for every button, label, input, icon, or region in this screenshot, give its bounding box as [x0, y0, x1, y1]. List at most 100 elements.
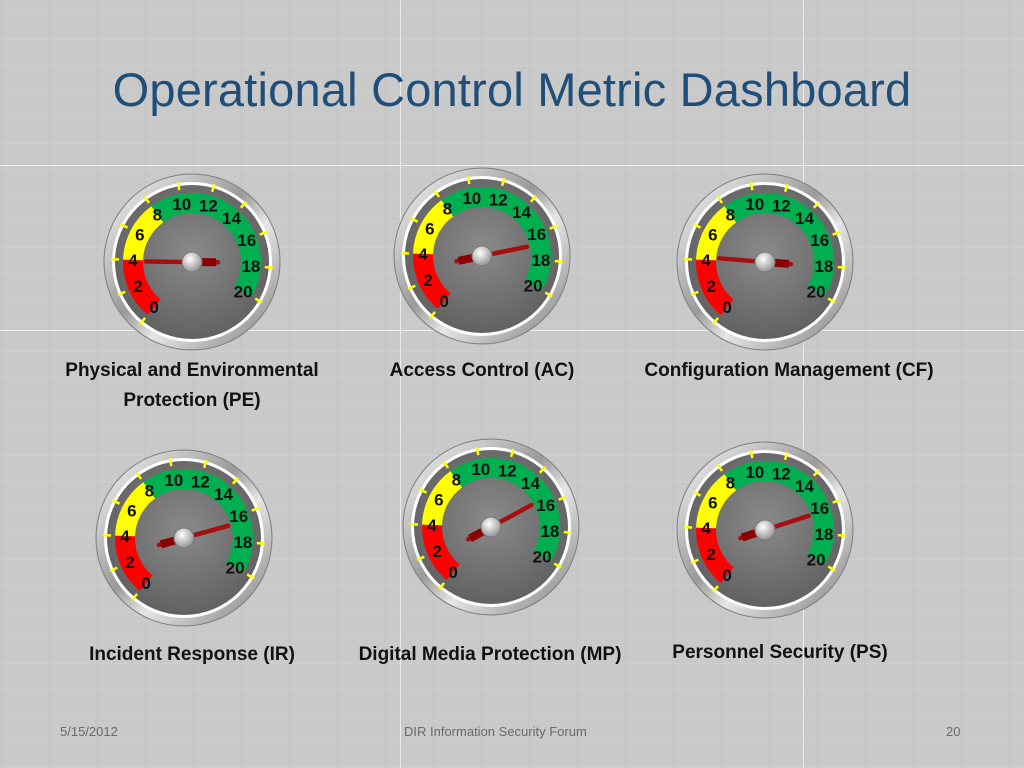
gauge-zone-1	[115, 482, 156, 537]
gauge-zone-1	[123, 206, 164, 261]
gauge-tick	[437, 582, 446, 590]
gauge-tick	[428, 311, 437, 319]
gauge-pe: 0 2 4 6 8 10 12 14 16 18 20	[102, 172, 282, 352]
gauge-tick-label: 12	[489, 190, 508, 209]
gauge-tick-label: 0	[141, 574, 150, 593]
gauge-tick	[466, 176, 471, 185]
gauge-ir: 0 2 4 6 8 10 12 14 16 18 20	[94, 448, 274, 628]
gauge-label-ir: Incident Response (IR)	[89, 644, 295, 665]
gauge-zone-2	[151, 193, 261, 297]
gauge-tick	[119, 222, 129, 229]
gauge-tick	[711, 317, 720, 325]
gauge-tick	[783, 183, 789, 193]
gauge-tick-label: 2	[125, 553, 134, 572]
gauge-tick-label: 16	[810, 231, 829, 250]
footer-page-number: 20	[946, 724, 961, 739]
gauge-zone-0	[422, 524, 460, 580]
gauge-tick	[563, 530, 572, 534]
gauge-tick-label: 10	[172, 195, 191, 214]
gauge-tick	[231, 476, 240, 485]
gauge-tick	[130, 593, 139, 601]
gauge-tick	[692, 490, 702, 497]
gauge-tick	[711, 585, 720, 593]
gauge-zone-1	[696, 206, 737, 261]
gauge-tick-label: 20	[807, 551, 826, 570]
gauge-tick-label: 0	[439, 292, 448, 311]
gauge-label-pe: Physical and Environmental Protection (P…	[65, 360, 319, 411]
gauge-label-mp: Digital Media Protection (MP)	[358, 644, 622, 665]
gauge-tick-label: 16	[536, 496, 555, 515]
gauge-tick	[529, 194, 538, 203]
gauge-tick	[812, 468, 821, 477]
gauge-tick-label: 16	[229, 507, 248, 526]
gauge-tick	[407, 284, 416, 291]
gauge-tick	[837, 533, 846, 537]
gauge-tick	[509, 448, 515, 458]
gauge-tick-label: 14	[214, 485, 233, 504]
gauge-tick	[251, 506, 260, 512]
gauge-tick	[544, 291, 553, 298]
gauge-tick-label: 0	[722, 566, 731, 585]
gauge-tick-label: 6	[708, 493, 717, 512]
gauge-hub	[173, 527, 195, 549]
gauge-label-ps: Personnel Security (PS)	[672, 642, 888, 663]
gauge-tick-label: 0	[448, 563, 457, 582]
gauge-label-ac: Access Control (AC)	[389, 360, 575, 381]
gauge-tick-label: 18	[531, 251, 550, 270]
gauge-tick	[827, 297, 836, 304]
grid-line	[803, 0, 804, 768]
gauge-hub	[181, 251, 203, 273]
gauge-tick	[254, 297, 263, 304]
slide-title: Operational Control Metric Dashboard	[112, 63, 912, 116]
gauge-tick-label: 12	[498, 461, 517, 480]
gauge-tick-label: 10	[164, 471, 183, 490]
gauge-tick	[409, 216, 419, 223]
gauge-ps: 0 2 4 6 8 10 12 14 16 18 20	[675, 440, 855, 620]
gauge-tick	[500, 177, 506, 187]
gauge-tick	[690, 558, 699, 565]
gauge-zone-2	[724, 461, 834, 565]
gauge-tick	[827, 565, 836, 572]
gauge-tick-label: 14	[512, 203, 531, 222]
gauge-tick-label: 8	[153, 205, 162, 224]
gauge-tick	[135, 471, 143, 480]
gauge-tick	[716, 195, 724, 204]
gauge-ac: 0 2 4 6 8 10 12 14 16 18 20	[392, 166, 572, 346]
gauge-tick-label: 18	[540, 522, 559, 541]
gauge-tick-label: 6	[127, 501, 136, 520]
gauge-tick-label: 2	[133, 277, 142, 296]
gauge-tick	[538, 465, 547, 474]
gauge-tick	[837, 265, 846, 269]
gauge-tick-label: 8	[145, 481, 154, 500]
gauge-hub	[754, 519, 776, 541]
gauge-tick-label: 14	[521, 474, 540, 493]
gauge-tick	[716, 463, 724, 472]
gauge-zone-0	[115, 535, 153, 591]
gauge-zone-0	[123, 259, 161, 315]
gauge-tick	[256, 541, 265, 545]
gauge-tick-label: 10	[745, 463, 764, 482]
gauge-tick-label: 6	[708, 225, 717, 244]
gauge-tick	[259, 230, 268, 236]
gauge-zone-2	[143, 469, 253, 573]
gauge-tick-label: 10	[745, 195, 764, 214]
gauge-label-cf: Configuration Management (CF)	[644, 360, 934, 381]
gauge-tick	[111, 498, 121, 505]
gauge-tick-label: 12	[199, 196, 218, 215]
footer-center: DIR Information Security Forum	[404, 724, 587, 739]
gauge-tick	[433, 189, 441, 198]
gauge-tick	[418, 487, 428, 494]
gauge-tick-label: 6	[425, 219, 434, 238]
footer-date: 5/15/2012	[60, 724, 118, 739]
gauge-zone-2	[450, 458, 560, 562]
gauge-tick-label: 18	[814, 257, 833, 276]
gauge-zone-1	[413, 200, 454, 255]
gauge-tick	[832, 498, 841, 504]
gauge-tick	[475, 447, 480, 456]
gauge-tick-label: 4	[120, 527, 130, 546]
gauge-tick-label: 8	[443, 199, 452, 218]
gauge-tick	[138, 317, 147, 325]
gauge-tick-label: 0	[722, 298, 731, 317]
grid-line	[0, 165, 1024, 166]
